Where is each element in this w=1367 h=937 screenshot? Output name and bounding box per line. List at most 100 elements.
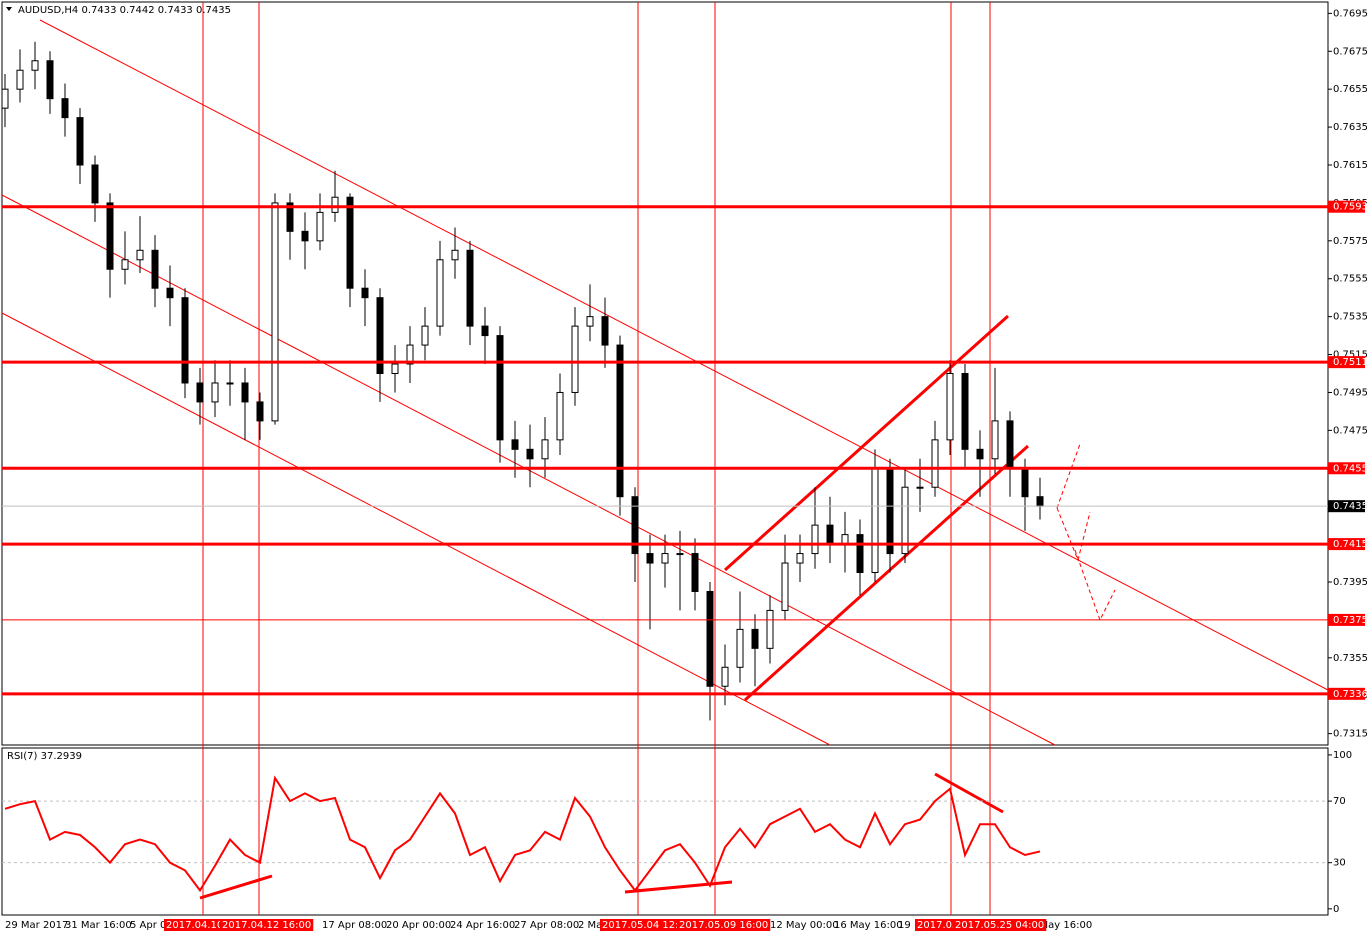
candle-body <box>316 211 324 242</box>
candle-body <box>61 98 69 119</box>
level-box <box>1328 200 1365 213</box>
x-tick-label: 17 Apr 08:00 <box>322 920 387 931</box>
x-tick-label: 24 Apr 16:00 <box>450 920 515 931</box>
candle-body <box>376 297 384 375</box>
y-tick-label: 0.7515 <box>1333 350 1367 361</box>
candle-body <box>196 382 204 403</box>
x-tick-label: 19 <box>898 920 911 931</box>
level-label: 0.7511 <box>1333 357 1367 368</box>
candle-body <box>556 391 564 441</box>
y-tick-label: 0.7315 <box>1333 729 1367 740</box>
chart-header: AUDUSD,H4 0.7433 0.7442 0.7433 0.7435 <box>18 5 231 16</box>
level-label: 0.7455 <box>1333 463 1367 474</box>
current-price-label: 0.7435 <box>1333 501 1367 512</box>
rsi-tick-label: 0 <box>1333 904 1339 915</box>
candle-body <box>901 486 909 555</box>
y-tick-label: 0.7575 <box>1333 236 1367 247</box>
trend-lines <box>1 19 1329 900</box>
rsi-tick-label: 30 <box>1333 858 1346 869</box>
candle-body <box>391 363 399 374</box>
candle-body <box>16 69 24 90</box>
candle-body <box>226 382 234 385</box>
y-tick-label: 0.7695 <box>1333 8 1367 19</box>
level-box <box>1328 462 1365 475</box>
y-tick-label: 0.7535 <box>1333 312 1367 323</box>
highlighted-time-label: 2017.05.09 16:00 <box>679 920 768 931</box>
x-tick-label: 6 May 16:00 <box>1030 920 1092 931</box>
level-label: 0.7336 <box>1333 689 1367 700</box>
candle-body <box>166 287 174 299</box>
candle-body <box>751 628 759 649</box>
candle-body <box>181 297 189 384</box>
candle-body <box>1021 467 1029 498</box>
x-tick-label: 5 Apr 0 <box>130 920 166 931</box>
candle-body <box>496 335 504 441</box>
candle-body <box>991 420 999 460</box>
highlighted-time-label: 2017.04.12 16:00 <box>222 920 311 931</box>
candle-body <box>421 325 429 346</box>
candle-body <box>106 202 114 270</box>
highlighted-time-label: 2017.04.10 0 <box>166 920 233 931</box>
candle-body <box>721 666 729 687</box>
x-tick-label: 29 Mar 2017 <box>5 920 68 931</box>
level-box <box>1328 356 1365 369</box>
y-tick-label: 0.7655 <box>1333 84 1367 95</box>
candle-body <box>856 534 864 574</box>
rsi-label: RSI(7) 37.2939 <box>7 751 82 762</box>
candle-body <box>451 249 459 261</box>
candle-body <box>526 448 534 460</box>
x-tick-label: 20 Apr 00:00 <box>386 920 451 931</box>
level-label: 0.7593 <box>1333 202 1367 213</box>
candle-body <box>151 249 159 289</box>
y-tick-label: 0.7475 <box>1333 425 1367 436</box>
highlight-box <box>953 919 1047 931</box>
candle-body <box>76 117 84 166</box>
x-tick-label: 31 Mar 16:00 <box>65 920 132 931</box>
candle-body <box>631 496 639 555</box>
y-tick-label: 0.7615 <box>1333 160 1367 171</box>
candle-body <box>241 382 249 403</box>
x-tick-label: 16 May 16:00 <box>834 920 903 931</box>
candle-body <box>976 448 984 460</box>
candle-body <box>571 325 579 393</box>
y-tick-label: 0.7675 <box>1333 46 1367 57</box>
candle-body <box>811 524 819 555</box>
candle-body <box>826 524 834 545</box>
y-tick-label: 0.7395 <box>1333 577 1367 588</box>
candle-body <box>886 467 894 555</box>
candle-body <box>121 259 129 270</box>
candle-body <box>691 553 699 592</box>
rsi-tick-label: 70 <box>1333 796 1346 807</box>
candle-body <box>616 344 624 498</box>
candle-body <box>586 316 594 327</box>
vertical-lines <box>202 2 991 915</box>
rsi-tick-label: 100 <box>1333 750 1352 761</box>
level-label: 0.7375 <box>1333 615 1367 626</box>
candle-body <box>601 316 609 346</box>
highlight-box <box>677 919 771 931</box>
candle-body <box>361 287 369 299</box>
y-tick-label: 0.7355 <box>1333 653 1367 664</box>
candle-body <box>661 553 669 564</box>
candle-body <box>346 196 354 289</box>
candle-body <box>916 486 924 489</box>
level-box <box>1328 613 1365 626</box>
candle-body <box>211 382 219 403</box>
y-tick-label: 0.7555 <box>1333 274 1367 285</box>
candle-body <box>931 439 939 488</box>
candle-body <box>286 202 294 232</box>
candle-body <box>481 325 489 337</box>
level-label: 0.7415 <box>1333 539 1367 550</box>
candle-body <box>271 202 279 422</box>
candle-body <box>871 467 879 574</box>
candle-body <box>436 259 444 327</box>
highlighted-time-label: 2017.05.25 04:00 <box>955 920 1044 931</box>
highlight-box <box>164 919 235 931</box>
candle-body <box>256 401 264 422</box>
candle-body <box>136 249 144 261</box>
candle-body <box>781 562 789 611</box>
highlight-box <box>915 919 964 931</box>
candle-body <box>406 344 414 365</box>
x-tick-label: 12 May 00:00 <box>770 920 839 931</box>
candle-body <box>466 249 474 327</box>
